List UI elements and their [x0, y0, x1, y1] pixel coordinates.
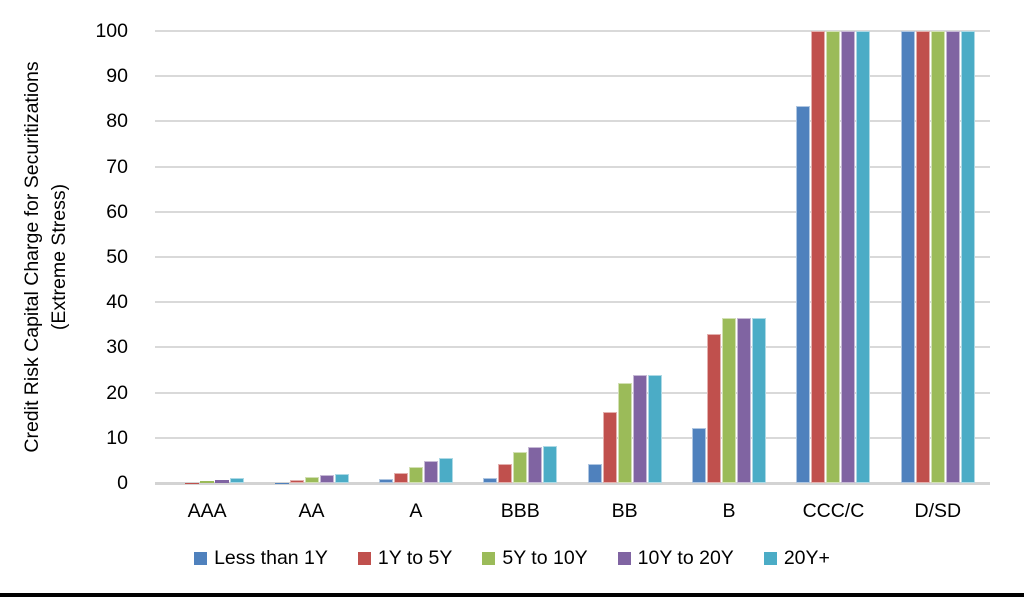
bar-BBB-10y-to-20y — [528, 446, 543, 483]
bar-BB-5y-to-10y — [617, 382, 632, 483]
bar-A-less-than-1y — [378, 478, 393, 483]
gridline-40 — [155, 301, 990, 304]
legend-label: 1Y to 5Y — [377, 547, 453, 569]
x-label-A: A — [409, 500, 423, 522]
bar-CCC/C-1y-to-5y — [811, 31, 826, 483]
bar-A-10y-to-20y — [423, 460, 438, 483]
y-tick-label-50: 50 — [106, 246, 128, 268]
bar-AA-1y-to-5y — [289, 479, 304, 483]
bar-BBB-20y+ — [543, 445, 558, 483]
bar-CCC/C-less-than-1y — [796, 106, 811, 483]
y-tick-label-70: 70 — [106, 155, 128, 178]
legend-item-20y+: 20Y+ — [763, 547, 830, 570]
legend-marker-icon — [357, 552, 371, 565]
x-label-AA: AA — [298, 500, 325, 522]
y-tick-label-10: 10 — [106, 426, 128, 449]
bar-BBB-5y-to-10y — [513, 452, 528, 483]
bar-B-20y+ — [752, 318, 767, 483]
bar-group-BBB — [483, 31, 558, 483]
gridline-20 — [155, 391, 990, 394]
bar-BBB-1y-to-5y — [498, 464, 513, 483]
y-tick-label-90: 90 — [106, 65, 128, 88]
gridline-90 — [155, 75, 990, 78]
bar-CCC/C-20y+ — [856, 31, 871, 483]
bar-AAA-10y-to-20y — [215, 480, 230, 483]
legend-marker-icon — [617, 552, 631, 565]
bar-AAA-20y+ — [230, 478, 245, 483]
x-label-CCC/C: CCC/C — [802, 500, 865, 522]
bar-group-A — [378, 31, 453, 483]
bar-group-CCC/C — [796, 31, 871, 483]
legend-label: Less than 1Y — [214, 547, 328, 569]
y-tick-label-0: 0 — [117, 472, 128, 494]
y-tick-label-20: 20 — [106, 381, 128, 404]
legend-marker-icon — [763, 552, 777, 565]
bar-B-1y-to-5y — [707, 334, 722, 483]
bar-CCC/C-5y-to-10y — [826, 31, 841, 483]
gridline-60 — [155, 210, 990, 213]
bar-B-less-than-1y — [692, 427, 707, 483]
bar-D/SD-5y-to-10y — [930, 31, 945, 483]
legend-label: 5Y to 10Y — [502, 547, 588, 569]
y-axis-title-line1: Credit Risk Capital Charge for Securitiz… — [21, 61, 43, 453]
legend-item-10y-to-20y: 10Y to 20Y — [617, 547, 734, 570]
gridline-80 — [155, 120, 990, 123]
bar-A-1y-to-5y — [393, 472, 408, 483]
bar-BB-20y+ — [647, 374, 662, 483]
bar-D/SD-10y-to-20y — [945, 31, 960, 483]
bar-B-5y-to-10y — [722, 318, 737, 483]
bar-A-5y-to-10y — [408, 466, 423, 483]
legend-item-less-than-1y: Less than 1Y — [194, 547, 328, 570]
y-tick-label-30: 30 — [106, 336, 128, 359]
x-label-BB: BB — [611, 500, 638, 522]
bar-group-AAA — [170, 31, 245, 483]
y-tick-label-40: 40 — [106, 291, 128, 314]
legend-label: 10Y to 20Y — [637, 547, 734, 569]
legend-marker-icon — [194, 552, 208, 565]
x-label-AAA: AAA — [187, 500, 227, 522]
bar-AAA-5y-to-10y — [200, 481, 215, 483]
bar-AA-20y+ — [334, 473, 349, 483]
bar-D/SD-less-than-1y — [900, 31, 915, 483]
bar-BB-less-than-1y — [587, 464, 602, 483]
bar-AA-10y-to-20y — [319, 475, 334, 483]
y-tick-label-100: 100 — [95, 20, 128, 42]
legend-label: 20Y+ — [783, 547, 830, 569]
y-tick-label-80: 80 — [106, 110, 128, 133]
bar-BB-1y-to-5y — [602, 412, 617, 483]
bar-A-20y+ — [438, 457, 453, 483]
bar-BB-10y-to-20y — [632, 374, 647, 483]
bar-group-BB — [587, 31, 662, 483]
bar-B-10y-to-20y — [737, 318, 752, 483]
legend-item-1y-to-5y: 1Y to 5Y — [357, 547, 453, 570]
gridline-10 — [155, 436, 990, 439]
bar-group-D/SD — [900, 31, 975, 483]
gridline-100 — [155, 30, 990, 32]
gridline-30 — [155, 346, 990, 349]
gridline-50 — [155, 256, 990, 258]
x-label-D/SD: D/SD — [914, 500, 962, 522]
gridline-70 — [155, 165, 990, 168]
legend-item-5y-to-10y: 5Y to 10Y — [482, 547, 588, 570]
bar-group-AA — [274, 31, 349, 483]
legend-marker-icon — [482, 552, 496, 565]
bottom-border-rule — [0, 593, 1024, 597]
gridline-0 — [155, 482, 990, 485]
bar-D/SD-1y-to-5y — [915, 31, 930, 483]
y-tick-label-60: 60 — [106, 200, 128, 223]
bar-group-B — [692, 31, 767, 483]
legend: Less than 1Y 1Y to 5Y 5Y to 10Y 10Y to 20Y 2… — [0, 547, 1024, 570]
bar-BBB-less-than-1y — [483, 477, 498, 483]
bar-CCC/C-10y-to-20y — [841, 31, 856, 483]
bar-AA-5y-to-10y — [304, 477, 319, 483]
x-label-BBB: BBB — [500, 500, 540, 522]
bar-D/SD-20y+ — [960, 31, 975, 483]
x-label-B: B — [722, 500, 736, 522]
